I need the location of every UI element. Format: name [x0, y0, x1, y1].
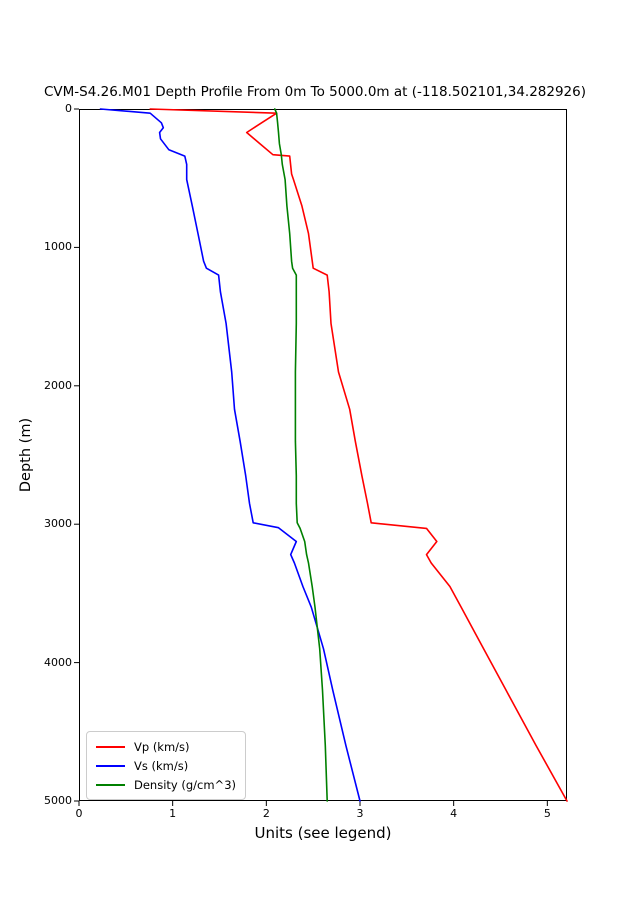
plot-area: Vp (km/s) Vs (km/s) Density (g/cm^3) [74, 108, 568, 806]
y-tick-label: 3000 [44, 517, 72, 531]
x-tick-label: 3 [356, 807, 364, 820]
y-axis-label: Depth (m) [18, 417, 34, 493]
legend-line-density [96, 783, 125, 786]
plot-canvas [74, 108, 568, 806]
legend-entry-vp: Vp (km/s) [96, 737, 236, 756]
x-tick-label: 4 [450, 807, 458, 820]
x-tick-label: 1 [169, 807, 177, 820]
density-line [274, 108, 328, 802]
legend-label-density: Density (g/cm^3) [134, 777, 237, 792]
x-axis-label: Units (see legend) [254, 824, 392, 842]
y-tick-label: 0 [65, 102, 72, 115]
y-tick-label: 1000 [44, 240, 72, 254]
vs-line [99, 108, 361, 802]
legend-line-vp [96, 745, 125, 748]
y-tick-label: 5000 [44, 794, 72, 807]
vp-line [149, 108, 568, 802]
legend-label-vp: Vp (km/s) [134, 739, 190, 754]
legend-entry-vs: Vs (km/s) [96, 756, 236, 775]
x-tick-label: 0 [75, 807, 83, 820]
y-tick-label: 2000 [44, 378, 72, 392]
legend: Vp (km/s) Vs (km/s) Density (g/cm^3) [86, 731, 247, 800]
chart-title: CVM-S4.26.M01 Depth Profile From 0m To 5… [44, 84, 586, 100]
x-tick-label: 2 [262, 807, 270, 820]
plot-frame [79, 109, 567, 801]
legend-entry-density: Density (g/cm^3) [96, 775, 236, 794]
legend-line-vs [96, 764, 125, 767]
legend-label-vs: Vs (km/s) [134, 758, 189, 773]
y-tick-label: 4000 [44, 655, 72, 669]
x-tick-label: 5 [543, 807, 551, 820]
